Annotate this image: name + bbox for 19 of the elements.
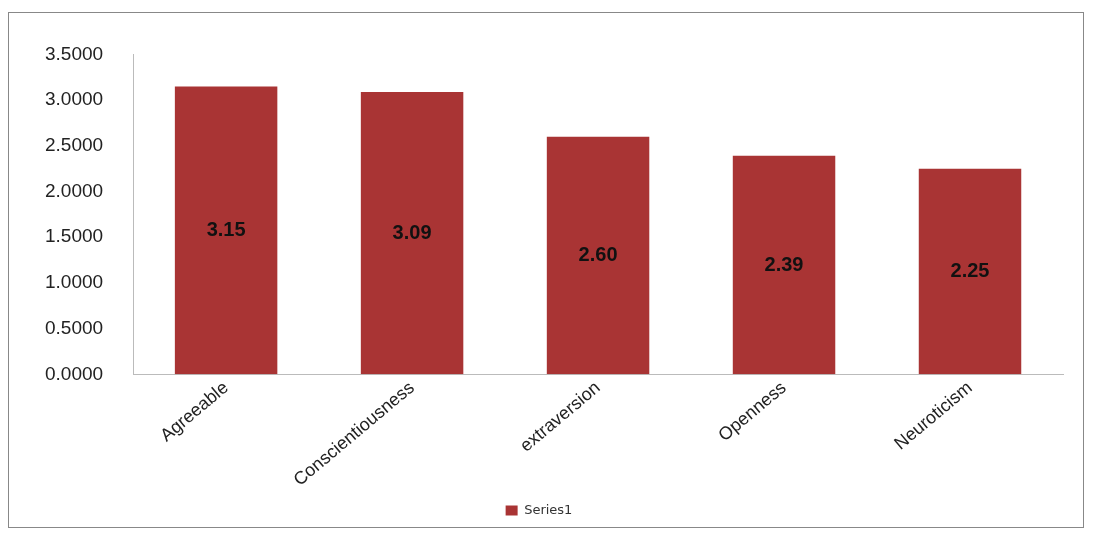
bar bbox=[360, 91, 464, 375]
bar bbox=[732, 155, 836, 375]
y-tick-label: 0.5000 bbox=[44, 316, 104, 338]
data-label: 2.39 bbox=[764, 252, 804, 275]
bar bbox=[174, 86, 278, 375]
bar bbox=[546, 136, 650, 375]
y-tick-label: 2.5000 bbox=[44, 134, 104, 156]
bar bbox=[918, 168, 1022, 375]
y-tick-label: 1.0000 bbox=[44, 271, 104, 293]
data-label: 3.09 bbox=[392, 220, 432, 243]
legend-label: Series1 bbox=[524, 501, 573, 517]
data-label: 3.15 bbox=[206, 217, 246, 240]
y-tick-label: 3.0000 bbox=[44, 88, 104, 110]
data-label: 2.60 bbox=[578, 243, 618, 266]
y-tick-label: 1.5000 bbox=[44, 225, 104, 247]
y-tick-label: 3.5000 bbox=[44, 42, 104, 64]
data-label: 2.25 bbox=[950, 259, 990, 282]
y-tick-label: 0.0000 bbox=[44, 362, 104, 384]
y-tick-label: 2.0000 bbox=[44, 179, 104, 201]
